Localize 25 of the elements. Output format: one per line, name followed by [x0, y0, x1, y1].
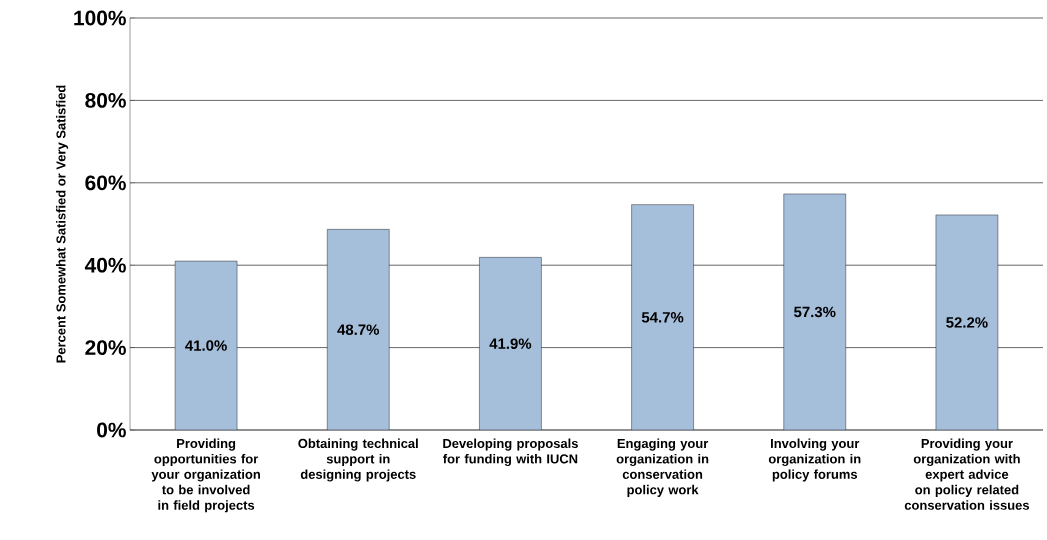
x-tick-label: Developing proposals for funding with IUCN [443, 438, 578, 467]
y-tick-label: 100% [74, 10, 126, 26]
y-tick-label: 80% [85, 92, 126, 108]
bar [935, 214, 999, 430]
y-tick-label: 20% [85, 340, 126, 355]
x-tick-label: Obtaining technical support in designing projects [298, 438, 418, 482]
bar [631, 204, 694, 430]
x-tick-label: Providing opportunities for your organization to be involved in field projects [151, 438, 260, 513]
x-tick-label: Involving your organization in policy forums [768, 438, 861, 482]
x-tick-label: Engaging your organization in conservation policy work [616, 438, 709, 497]
y-tick-label: 40% [84, 257, 126, 273]
data-label: 41.0% [185, 340, 227, 351]
data-label: 41.9% [489, 338, 532, 349]
bar [174, 260, 238, 430]
y-tick-label: 0% [97, 422, 126, 438]
data-label: 54.7% [641, 312, 684, 323]
x-tick-label: Providing your organization with expert advice on policy related conservation issues [904, 438, 1030, 510]
bar [783, 193, 846, 430]
bar [479, 257, 542, 430]
y-axis-title: Percent Somewhat Satisfied or Very Satisfied [56, 85, 69, 363]
data-label: 57.3% [794, 306, 836, 318]
data-label: 52.2% [946, 317, 988, 328]
data-label: 48.7% [337, 324, 380, 335]
bar [327, 229, 390, 430]
y-tick-label: 60% [85, 175, 126, 191]
